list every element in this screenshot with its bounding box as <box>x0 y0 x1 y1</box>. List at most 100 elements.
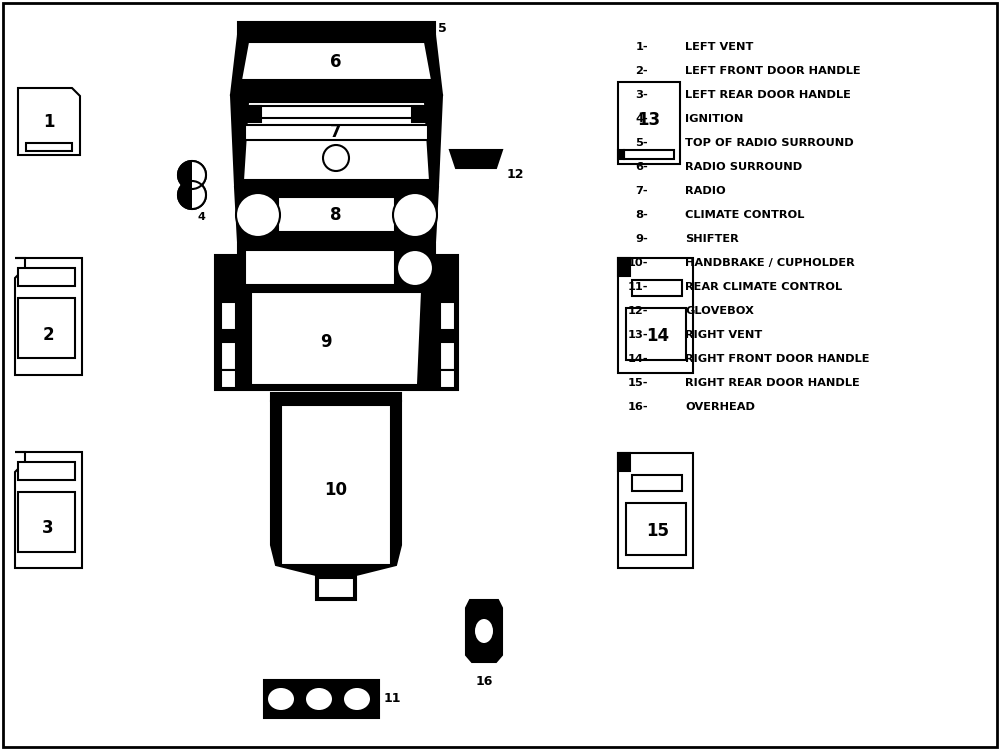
Circle shape <box>236 193 280 237</box>
Polygon shape <box>231 95 442 185</box>
Bar <box>626 503 686 555</box>
Ellipse shape <box>306 688 332 710</box>
Polygon shape <box>245 250 395 285</box>
Text: 1: 1 <box>43 113 55 131</box>
Text: 7: 7 <box>330 123 342 141</box>
Circle shape <box>397 250 433 286</box>
Text: 14: 14 <box>646 327 670 345</box>
Text: 7-: 7- <box>635 186 648 196</box>
Polygon shape <box>412 106 425 122</box>
Text: 3: 3 <box>42 519 54 537</box>
Bar <box>221 342 236 370</box>
Polygon shape <box>618 150 624 159</box>
Text: 10: 10 <box>324 481 348 499</box>
Text: 2-: 2- <box>635 66 648 76</box>
Text: 16: 16 <box>475 675 493 688</box>
Text: 11: 11 <box>384 692 402 706</box>
Text: SHIFTER: SHIFTER <box>685 234 739 244</box>
Bar <box>238 22 435 35</box>
Text: REAR CLIMATE CONTROL: REAR CLIMATE CONTROL <box>685 282 842 292</box>
Text: 14-: 14- <box>627 354 648 364</box>
Text: 4-: 4- <box>635 114 648 124</box>
Text: 5: 5 <box>438 22 447 34</box>
Bar <box>26 143 72 151</box>
Ellipse shape <box>475 619 493 643</box>
Polygon shape <box>618 82 680 164</box>
Circle shape <box>393 193 437 237</box>
Text: 8-: 8- <box>635 210 648 220</box>
Polygon shape <box>192 161 206 189</box>
Text: RADIO: RADIO <box>685 186 726 196</box>
Polygon shape <box>235 187 438 242</box>
Polygon shape <box>618 258 630 276</box>
Polygon shape <box>15 452 82 568</box>
Text: 12-: 12- <box>628 306 648 316</box>
Text: IGNITION: IGNITION <box>685 114 743 124</box>
Polygon shape <box>215 244 458 390</box>
Text: LEFT VENT: LEFT VENT <box>685 42 753 52</box>
Text: 6: 6 <box>330 53 342 71</box>
Bar <box>440 302 455 330</box>
Bar <box>440 370 455 388</box>
Bar <box>632 475 682 491</box>
Polygon shape <box>271 401 401 600</box>
Bar <box>221 370 236 388</box>
Polygon shape <box>241 42 432 80</box>
Bar <box>632 280 682 296</box>
Bar <box>626 308 686 360</box>
Bar <box>318 578 354 598</box>
Text: HANDBRAKE / CUPHOLDER: HANDBRAKE / CUPHOLDER <box>685 258 855 268</box>
Text: 4: 4 <box>197 212 205 222</box>
Polygon shape <box>450 150 502 168</box>
Text: 9-: 9- <box>635 234 648 244</box>
Polygon shape <box>243 102 430 180</box>
Bar <box>264 680 379 718</box>
Text: RADIO SURROUND: RADIO SURROUND <box>685 162 802 172</box>
Text: RIGHT FRONT DOOR HANDLE: RIGHT FRONT DOOR HANDLE <box>685 354 870 364</box>
Text: 3-: 3- <box>635 90 648 100</box>
Text: LEFT FRONT DOOR HANDLE: LEFT FRONT DOOR HANDLE <box>685 66 861 76</box>
Bar <box>440 342 455 370</box>
Text: 15-: 15- <box>628 378 648 388</box>
Text: 11-: 11- <box>628 282 648 292</box>
Bar <box>18 268 75 286</box>
Polygon shape <box>618 453 630 471</box>
Polygon shape <box>192 181 206 209</box>
Circle shape <box>323 145 349 171</box>
Text: 15: 15 <box>646 522 670 540</box>
Bar <box>18 298 75 358</box>
Text: 9: 9 <box>320 333 332 351</box>
Bar <box>18 462 75 480</box>
Bar <box>281 405 391 565</box>
Bar <box>271 393 401 401</box>
Circle shape <box>178 181 206 209</box>
Polygon shape <box>245 125 428 140</box>
Text: TOP OF RADIO SURROUND: TOP OF RADIO SURROUND <box>685 138 854 148</box>
Text: RIGHT VENT: RIGHT VENT <box>685 330 762 340</box>
Polygon shape <box>231 35 442 95</box>
Circle shape <box>178 161 206 189</box>
Text: 13-: 13- <box>627 330 648 340</box>
Polygon shape <box>248 106 261 122</box>
Polygon shape <box>618 453 693 568</box>
Polygon shape <box>18 88 80 155</box>
Polygon shape <box>251 292 422 385</box>
Polygon shape <box>466 600 502 662</box>
Circle shape <box>178 161 206 189</box>
Text: GLOVEBOX: GLOVEBOX <box>685 306 754 316</box>
Text: CLIMATE CONTROL: CLIMATE CONTROL <box>685 210 804 220</box>
Bar <box>624 150 674 159</box>
Text: 2: 2 <box>42 326 54 344</box>
Polygon shape <box>15 258 82 375</box>
Text: 1-: 1- <box>635 42 648 52</box>
Bar <box>221 302 236 330</box>
Text: RIGHT REAR DOOR HANDLE: RIGHT REAR DOOR HANDLE <box>685 378 860 388</box>
Bar <box>18 492 75 552</box>
Polygon shape <box>618 258 693 373</box>
Text: OVERHEAD: OVERHEAD <box>685 402 755 412</box>
Ellipse shape <box>268 688 294 710</box>
Text: 10-: 10- <box>628 258 648 268</box>
Polygon shape <box>278 197 395 232</box>
Text: LEFT REAR DOOR HANDLE: LEFT REAR DOOR HANDLE <box>685 90 851 100</box>
Text: 16-: 16- <box>627 402 648 412</box>
